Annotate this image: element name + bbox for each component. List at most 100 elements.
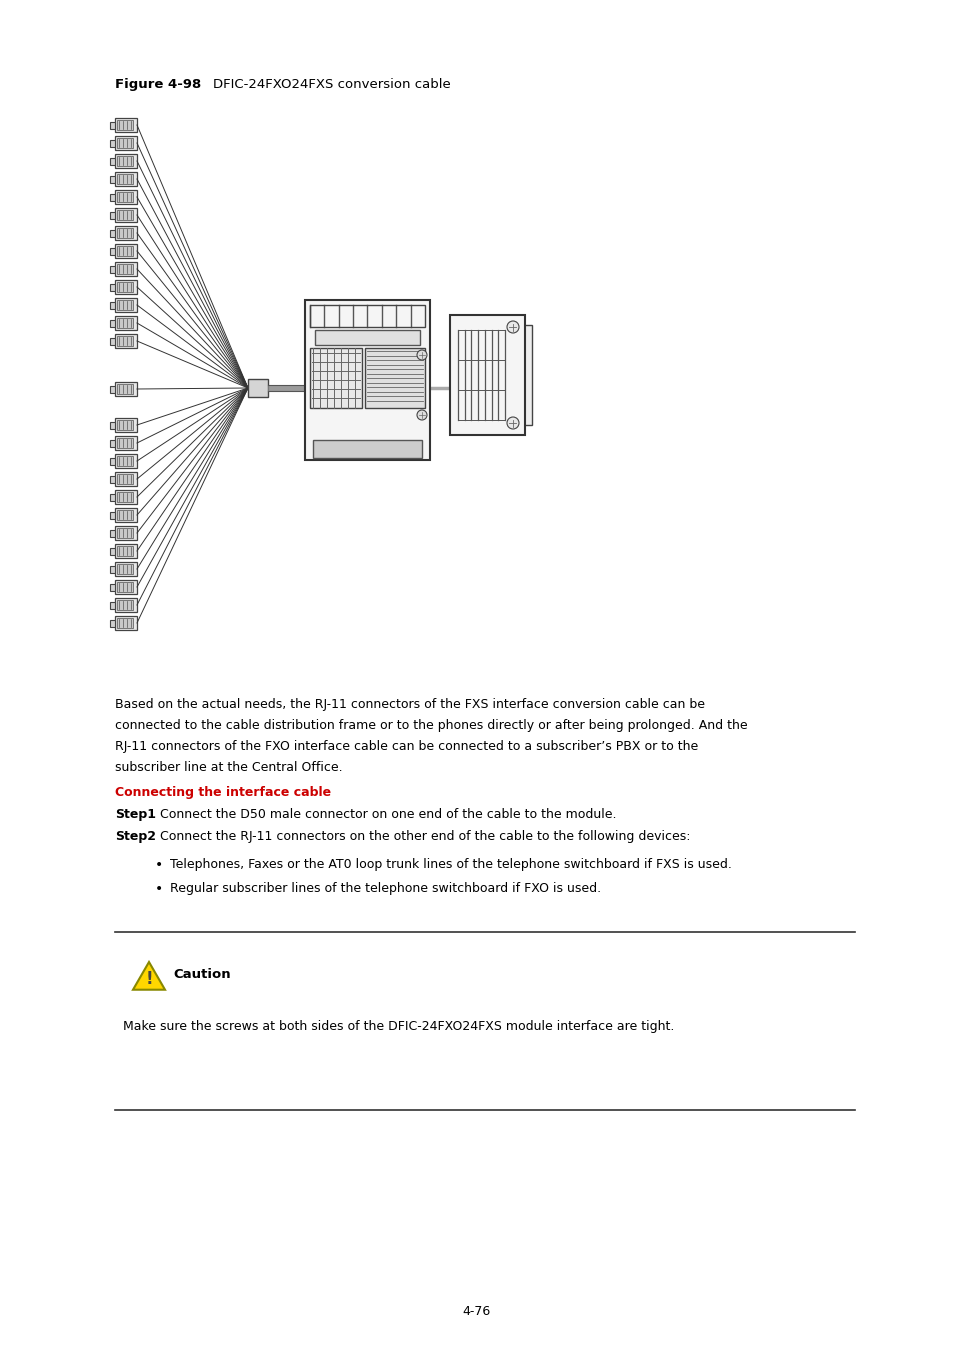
Bar [115, 580, 137, 594]
Circle shape [416, 410, 427, 420]
Bar [115, 262, 137, 275]
Bar [110, 122, 115, 128]
Bar [310, 348, 361, 408]
Bar [110, 421, 115, 428]
Bar [110, 548, 115, 555]
Bar [115, 454, 137, 468]
Bar [110, 440, 115, 447]
Bar [110, 176, 115, 182]
Bar [110, 301, 115, 309]
Bar [115, 472, 137, 486]
Text: Connect the D50 male connector on one end of the cable to the module.: Connect the D50 male connector on one en… [160, 809, 616, 821]
Circle shape [416, 350, 427, 360]
Bar [110, 512, 115, 518]
Text: Caution: Caution [172, 968, 231, 981]
Bar [115, 136, 137, 150]
Bar [117, 582, 132, 593]
Bar [519, 325, 532, 425]
Text: 4-76: 4-76 [462, 1305, 491, 1318]
Bar [365, 348, 424, 408]
Bar [117, 211, 132, 220]
Bar [115, 598, 137, 612]
Bar [115, 279, 137, 294]
Circle shape [506, 417, 518, 429]
Bar [115, 418, 137, 432]
Circle shape [506, 321, 518, 333]
Bar [110, 386, 115, 393]
Bar [450, 315, 524, 435]
Bar [110, 602, 115, 609]
Bar [115, 382, 137, 396]
Bar [110, 139, 115, 147]
Bar [117, 246, 132, 256]
Bar [117, 456, 132, 466]
Text: •: • [154, 882, 163, 896]
Bar [117, 491, 132, 502]
Bar [117, 510, 132, 520]
Bar [310, 305, 424, 327]
Bar [117, 437, 132, 448]
Bar [110, 158, 115, 165]
Text: Figure 4-98: Figure 4-98 [115, 78, 201, 90]
Bar [110, 284, 115, 290]
Bar [117, 528, 132, 539]
Bar [115, 190, 137, 204]
Bar [117, 474, 132, 485]
Bar [117, 545, 132, 556]
Bar [110, 583, 115, 590]
Bar [115, 526, 137, 540]
Bar [117, 138, 132, 148]
Bar [110, 230, 115, 236]
Bar [110, 320, 115, 327]
Bar [117, 383, 132, 394]
Bar [117, 618, 132, 628]
Bar [314, 329, 419, 346]
Text: Telephones, Faxes or the AT0 loop trunk lines of the telephone switchboard if FX: Telephones, Faxes or the AT0 loop trunk … [170, 859, 731, 871]
Bar [115, 508, 137, 522]
Bar [117, 336, 132, 346]
Text: RJ-11 connectors of the FXO interface cable can be connected to a subscriber’s P: RJ-11 connectors of the FXO interface ca… [115, 740, 698, 753]
Bar [110, 566, 115, 572]
Bar [115, 225, 137, 240]
Text: Regular subscriber lines of the telephone switchboard if FXO is used.: Regular subscriber lines of the telephon… [170, 882, 600, 895]
Bar [110, 338, 115, 344]
Bar [110, 475, 115, 482]
Bar [115, 208, 137, 221]
Bar [110, 193, 115, 201]
Text: Connect the RJ-11 connectors on the other end of the cable to the following devi: Connect the RJ-11 connectors on the othe… [160, 830, 690, 842]
Bar [248, 379, 268, 397]
Bar [117, 228, 132, 238]
Text: connected to the cable distribution frame or to the phones directly or after bei: connected to the cable distribution fram… [115, 720, 747, 732]
Bar [117, 192, 132, 202]
Bar [110, 247, 115, 255]
Bar [115, 490, 137, 504]
Bar [115, 562, 137, 576]
Text: Connecting the interface cable: Connecting the interface cable [115, 786, 331, 799]
Text: Based on the actual needs, the RJ-11 connectors of the FXS interface conversion : Based on the actual needs, the RJ-11 con… [115, 698, 704, 711]
Bar [110, 266, 115, 273]
Bar [313, 440, 421, 458]
Bar [115, 616, 137, 630]
Bar [110, 529, 115, 536]
Text: DFIC-24FXO24FXS conversion cable: DFIC-24FXO24FXS conversion cable [213, 78, 450, 90]
Bar [117, 157, 132, 166]
Bar [117, 265, 132, 274]
Bar [110, 494, 115, 501]
Bar [110, 212, 115, 219]
Bar [117, 120, 132, 130]
Text: •: • [154, 859, 163, 872]
Bar [117, 300, 132, 310]
Text: Step1: Step1 [115, 809, 156, 821]
Bar [115, 117, 137, 132]
Bar [115, 298, 137, 312]
Polygon shape [132, 963, 165, 990]
Text: !: ! [145, 971, 152, 988]
Bar [117, 420, 132, 431]
Bar [305, 300, 430, 460]
Text: Make sure the screws at both sides of the DFIC-24FXO24FXS module interface are t: Make sure the screws at both sides of th… [123, 1021, 674, 1033]
Bar [110, 620, 115, 626]
Bar [115, 333, 137, 348]
Bar [115, 436, 137, 450]
Bar [115, 171, 137, 186]
Bar [115, 244, 137, 258]
